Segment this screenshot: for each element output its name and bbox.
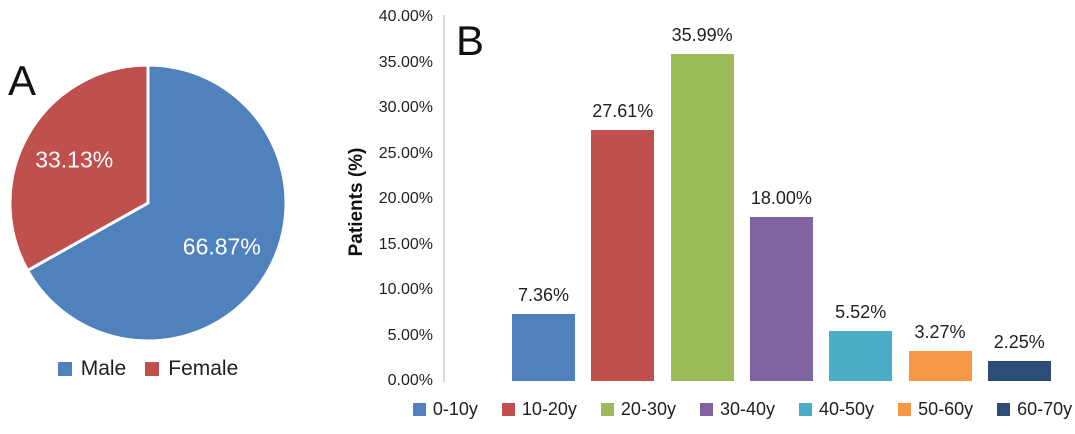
y-tick-25-00: 25.00%	[378, 144, 433, 162]
bar-legend-label: 60-70y	[1017, 399, 1073, 419]
bar-data-label-0-10y: 7.36%	[517, 285, 570, 305]
y-tick-20-00: 20.00%	[378, 190, 433, 207]
bar-legend-item-20-30y: 20-30y	[600, 399, 676, 420]
bar-legend-label: 40-50y	[819, 399, 875, 419]
bar-data-label-60-70y: 2.25%	[993, 331, 1045, 352]
bar-legend-swatch-50-60y	[898, 403, 912, 416]
bar-legend-item-0-10y: 0-10y	[412, 399, 478, 420]
panel-a-label: A	[8, 57, 37, 104]
y-axis-line	[443, 15, 445, 382]
bar-legend-label: 30-40y	[719, 399, 776, 419]
bar-legend-swatch-40-50y	[799, 403, 813, 416]
panel-b-label: B	[456, 17, 485, 64]
pie-legend-item-male: Male	[57, 357, 127, 381]
bar-legend-label: 10-20y	[521, 399, 577, 419]
bar-30-40y	[749, 217, 813, 381]
bar-legend: 0-10y 10-20y 20-30y 30-40y 40-50y 50-60y 60-70…	[410, 399, 1075, 420]
bar-legend-label: 50-60y	[918, 399, 974, 419]
bar-legend-swatch-30-40y	[699, 403, 713, 416]
pie-legend: Male Female	[0, 357, 296, 381]
bar-legend-swatch-0-10y	[412, 403, 426, 416]
y-tick-30-00: 30.00%	[378, 99, 433, 116]
y-tick-10-00: 10.00%	[378, 281, 433, 298]
y-tick-15-00: 15.00%	[378, 235, 433, 253]
bar-data-label-40-50y: 5.52%	[835, 301, 887, 322]
bar-20-30y	[670, 53, 734, 381]
bar-legend-item-60-70y: 60-70y	[997, 399, 1072, 420]
bar-50-60y	[908, 351, 972, 381]
bar-legend-swatch-10-20y	[501, 403, 515, 416]
bar-40-50y	[829, 330, 893, 381]
bar-data-label-50-60y: 3.27%	[914, 322, 966, 343]
pie-slice-male	[26, 63, 288, 343]
pie-legend-label: Female	[168, 357, 239, 380]
bar-legend-item-40-50y: 40-50y	[799, 399, 874, 420]
bar-data-label-30-40y: 18.00%	[750, 188, 812, 209]
bar-legend-item-10-20y: 10-20y	[501, 399, 577, 420]
pie-legend-swatch-female	[145, 362, 160, 376]
bar-data-label-20-30y: 35.99%	[671, 24, 733, 45]
pie-legend-swatch-male	[57, 362, 72, 376]
pie-slice-female	[8, 63, 150, 272]
bar-legend-label: 0-10y	[432, 399, 478, 419]
bar-legend-item-50-60y: 50-60y	[898, 399, 973, 420]
bar-10-20y	[591, 129, 655, 381]
y-tick-40-00: 40.00%	[378, 8, 433, 25]
y-tick-0-00: 0.00%	[387, 372, 433, 389]
bar-legend-item-30-40y: 30-40y	[699, 399, 776, 420]
bar-legend-swatch-60-70y	[997, 403, 1011, 416]
y-tick-35-00: 35.00%	[378, 53, 433, 71]
pie-data-label-female: 33.13%	[35, 147, 113, 173]
pie-chart: 66.87% 33.13%	[8, 63, 288, 343]
bar-data-label-10-20y: 27.61%	[592, 100, 654, 121]
pie-legend-item-female: Female	[145, 357, 238, 381]
bar-legend-swatch-20-30y	[600, 403, 614, 416]
bar-60-70y	[987, 360, 1051, 381]
pie-data-label-male: 66.87%	[183, 233, 261, 259]
y-tick-5-00: 5.00%	[387, 326, 433, 344]
pie-legend-label: Male	[80, 357, 127, 380]
bar-0-10y	[512, 314, 575, 381]
bar-legend-label: 20-30y	[620, 399, 676, 419]
